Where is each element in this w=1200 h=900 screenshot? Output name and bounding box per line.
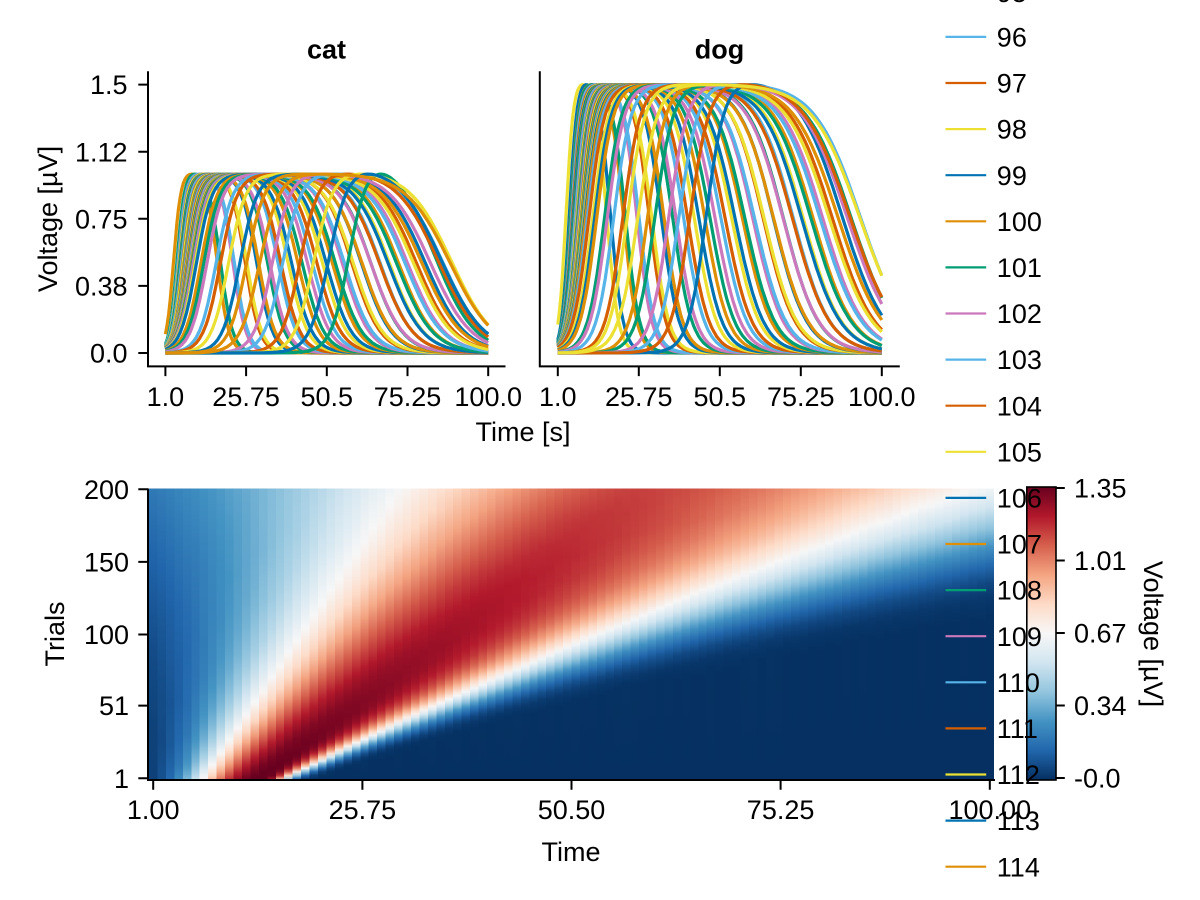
svg-text:Time [s]: Time [s]: [475, 417, 570, 447]
svg-text:100: 100: [997, 207, 1042, 237]
svg-text:1.5: 1.5: [90, 70, 128, 100]
svg-text:Voltage [µV]: Voltage [µV]: [1138, 561, 1168, 707]
svg-text:200: 200: [84, 475, 129, 505]
svg-text:100: 100: [84, 620, 129, 650]
svg-text:50.5: 50.5: [694, 382, 747, 412]
svg-text:103: 103: [997, 345, 1042, 375]
svg-text:1.0: 1.0: [147, 382, 185, 412]
svg-text:25.75: 25.75: [329, 795, 397, 825]
svg-text:95: 95: [997, 0, 1027, 8]
svg-text:25.75: 25.75: [212, 382, 280, 412]
svg-text:113: 113: [997, 806, 1040, 836]
svg-text:106: 106: [997, 484, 1042, 514]
svg-text:97: 97: [997, 69, 1027, 99]
svg-text:110: 110: [997, 668, 1040, 698]
svg-text:111: 111: [997, 714, 1038, 744]
svg-text:1.01: 1.01: [1074, 546, 1127, 576]
svg-text:0.38: 0.38: [75, 272, 128, 302]
svg-text:101: 101: [997, 253, 1042, 283]
svg-text:Voltage [µV]: Voltage [µV]: [33, 146, 63, 292]
svg-text:109: 109: [997, 622, 1042, 652]
svg-text:1.0: 1.0: [539, 382, 577, 412]
svg-text:0.34: 0.34: [1074, 691, 1127, 721]
svg-text:0.0: 0.0: [90, 339, 128, 369]
svg-text:98: 98: [997, 115, 1027, 145]
svg-text:96: 96: [997, 23, 1027, 53]
svg-text:99: 99: [997, 161, 1027, 191]
svg-text:0.75: 0.75: [75, 204, 128, 234]
svg-text:105: 105: [997, 437, 1042, 467]
svg-text:Trials: Trials: [40, 602, 70, 667]
svg-text:-0.0: -0.0: [1074, 764, 1121, 794]
svg-text:75.25: 75.25: [767, 382, 835, 412]
svg-text:104: 104: [997, 391, 1042, 421]
svg-text:1.00: 1.00: [127, 795, 180, 825]
svg-text:0.67: 0.67: [1074, 619, 1127, 649]
svg-text:150: 150: [84, 548, 129, 578]
svg-text:75.25: 75.25: [747, 795, 815, 825]
svg-text:cat: cat: [307, 35, 346, 65]
svg-text:51: 51: [99, 691, 129, 721]
svg-text:1.12: 1.12: [75, 137, 128, 167]
svg-text:107: 107: [997, 530, 1042, 560]
svg-text:102: 102: [997, 299, 1042, 329]
svg-text:112: 112: [997, 760, 1040, 790]
svg-text:1.35: 1.35: [1074, 474, 1127, 504]
svg-text:Time: Time: [542, 837, 601, 867]
svg-text:1: 1: [114, 764, 129, 794]
svg-text:50.50: 50.50: [538, 795, 606, 825]
svg-text:100.0: 100.0: [848, 382, 916, 412]
svg-text:100.0: 100.0: [454, 382, 522, 412]
svg-text:50.5: 50.5: [301, 382, 354, 412]
svg-text:114: 114: [997, 852, 1040, 882]
svg-text:dog: dog: [695, 35, 744, 65]
svg-text:75.25: 75.25: [374, 382, 442, 412]
svg-text:108: 108: [997, 576, 1042, 606]
svg-text:25.75: 25.75: [605, 382, 673, 412]
